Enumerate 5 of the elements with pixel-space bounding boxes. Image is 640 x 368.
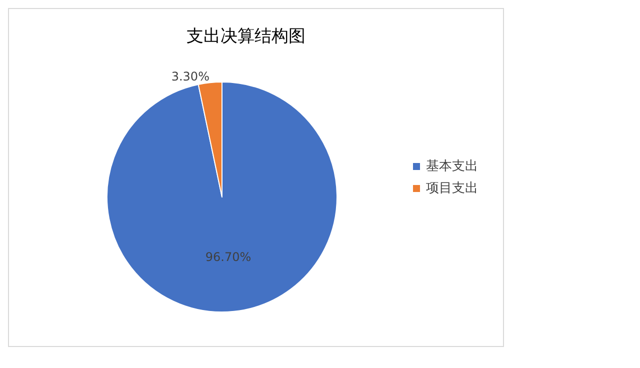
data-label: 96.70% <box>205 250 252 264</box>
legend-label: 项目支出 <box>426 181 478 196</box>
chart-title: 支出决算结构图 <box>186 26 306 46</box>
legend-label: 基本支出 <box>426 159 478 174</box>
data-label: 3.30% <box>171 70 210 84</box>
